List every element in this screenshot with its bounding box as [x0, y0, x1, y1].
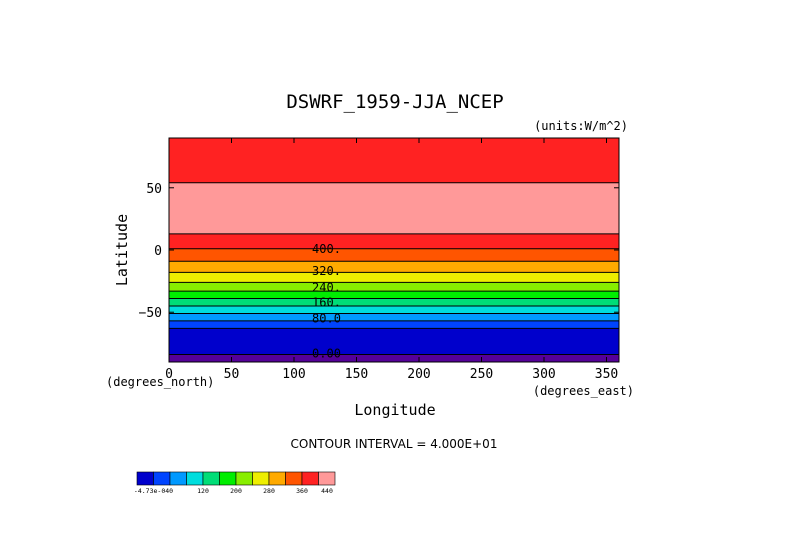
contour-label: 0.00: [312, 346, 341, 360]
x-tick-label: 50: [224, 367, 240, 382]
x-tick-label: 300: [532, 367, 555, 382]
colorbar-label: 280: [263, 487, 275, 495]
contour-band: [169, 282, 619, 292]
contour-label: 80.0: [312, 311, 341, 325]
x-tick-label: 0: [165, 367, 173, 382]
x-tick-label: 100: [282, 367, 305, 382]
y-axis: 50 0 −50: [139, 182, 619, 321]
contour-bands: [169, 138, 619, 362]
contour-band: [169, 233, 619, 249]
contour-band: [169, 272, 619, 283]
chart-title: DSWRF_1959-JJA_NCEP: [286, 91, 503, 113]
contour-label: 400.: [312, 242, 341, 256]
contour-lines: [169, 182, 619, 356]
contour-band: [169, 328, 619, 355]
colorbar-swatch: [235, 471, 253, 486]
x-axis-label: Longitude: [354, 401, 435, 419]
colorbar-label: 360: [296, 487, 308, 495]
contour-label: 160.: [312, 295, 341, 309]
contour-labels: 400. 320. 240.160. 80.0 0.00: [312, 242, 341, 361]
x-tick-label: 200: [407, 367, 430, 382]
y-unit-label: (degrees_north): [106, 375, 214, 389]
colorbar-swatch: [268, 471, 286, 486]
colorbar-label: -4.73e-040: [134, 487, 173, 495]
contour-interval-text: CONTOUR INTERVAL = 4.000E+01: [291, 437, 498, 451]
x-tick-label: 250: [470, 367, 493, 382]
y-tick-label: 0: [154, 244, 162, 259]
y-axis-label: Latitude: [113, 214, 131, 286]
colorbar-swatch: [252, 471, 270, 486]
colorbar: -4.73e-040 120 200 280 360 440: [134, 471, 336, 495]
contour-label: 240.: [312, 280, 341, 294]
contour-band: [169, 261, 619, 273]
contour-band: [169, 306, 619, 314]
colorbar-swatch: [202, 471, 220, 486]
x-unit-label: (degrees_east): [533, 384, 634, 398]
contour-band: [169, 298, 619, 306]
contour-band: [169, 182, 619, 234]
colorbar-label: 440: [321, 487, 333, 495]
contour-band: [169, 320, 619, 329]
colorbar-label: 200: [230, 487, 242, 495]
colorbar-label: 120: [197, 487, 209, 495]
y-tick-label: −50: [139, 306, 162, 321]
x-tick-label: 350: [595, 367, 618, 382]
colorbar-swatch: [153, 471, 171, 486]
colorbar-swatch: [318, 471, 336, 486]
colorbar-swatch: [219, 471, 237, 486]
colorbar-swatch: [285, 471, 303, 486]
contour-band: [169, 313, 619, 321]
units-label: (units:W/m^2): [534, 119, 628, 133]
contour-band: [169, 291, 619, 299]
y-tick-label: 50: [146, 182, 162, 197]
contour-band: [169, 138, 619, 183]
contour-band: [169, 354, 619, 362]
contour-band: [169, 248, 619, 262]
x-tick-label: 150: [345, 367, 368, 382]
x-axis: 0 50 100 150 200 250 300 350: [165, 138, 618, 382]
contour-label: 320.: [312, 264, 341, 278]
colorbar-swatch: [301, 471, 319, 486]
colorbar-swatch: [186, 471, 204, 486]
colorbar-swatch: [136, 471, 154, 486]
colorbar-swatch: [169, 471, 187, 486]
